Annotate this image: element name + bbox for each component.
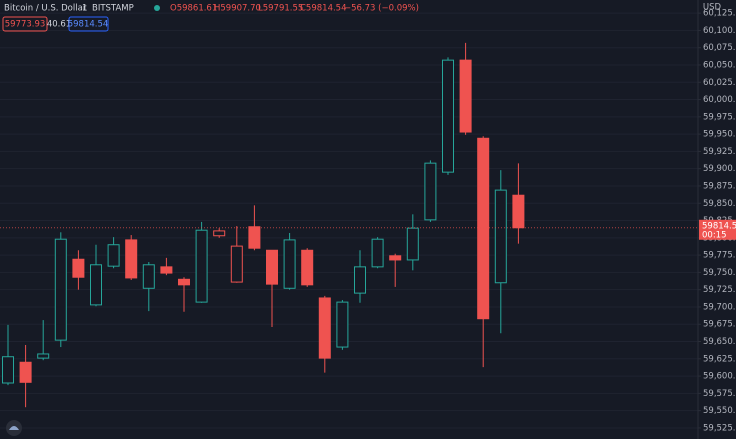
- candle-body: [160, 266, 173, 274]
- bid[interactable]: 59773.93: [5, 20, 46, 30]
- candle-body: [178, 278, 190, 286]
- y-tick-label: 59,675.00: [703, 320, 736, 330]
- candle-body: [477, 137, 490, 320]
- candle-body: [389, 255, 402, 261]
- candle-body: [301, 249, 314, 286]
- candle-body: [442, 59, 454, 173]
- candle-body: [283, 239, 296, 289]
- ask-box[interactable]: [68, 16, 109, 32]
- candle-body: [371, 238, 384, 268]
- y-tick-label: 59,875.00: [703, 181, 736, 191]
- ohlc-open: O59861.61: [170, 4, 217, 14]
- y-tick-label: 60,075.00: [703, 43, 736, 53]
- y-tick-label: 59,850.00: [703, 199, 736, 209]
- y-tick-label: 59,750.00: [703, 268, 736, 278]
- y-tick-label: 59,900.00: [703, 164, 736, 174]
- ohlc-low: L59791.55: [258, 4, 303, 14]
- y-tick-label: 60,000.00: [703, 95, 736, 105]
- ask[interactable]: 59814.54: [68, 20, 109, 30]
- interval: 1: [82, 4, 87, 14]
- candle-body: [248, 226, 261, 249]
- y-tick-label: 59,650.00: [703, 337, 736, 347]
- y-tick-label: 59,525.00: [703, 423, 736, 433]
- candle-body: [37, 353, 50, 359]
- y-tick-label: 60,025.00: [703, 78, 736, 88]
- candle-body: [318, 297, 331, 359]
- candle-body: [54, 238, 67, 341]
- y-tick-label: 60,100.00: [703, 26, 736, 36]
- currency: USD: [703, 3, 722, 13]
- y-tick-label: 59,725.00: [703, 285, 736, 295]
- change: −56.73 (−0.09%): [344, 4, 419, 14]
- symbol: Bitcoin / U.S. Dollar: [4, 4, 87, 14]
- candle-body: [90, 264, 102, 306]
- ohlc-high: H59907.70: [214, 4, 261, 14]
- countdown: 00:15: [702, 230, 727, 240]
- candle-body: [424, 162, 437, 221]
- candle-body: [406, 227, 419, 261]
- last-price: 59814.54: [702, 221, 736, 231]
- ohlc-close: C59814.54: [300, 4, 347, 14]
- candle-body: [142, 264, 155, 289]
- candle-body: [354, 266, 366, 294]
- exchange: BITSTAMP: [92, 4, 134, 14]
- spread: 40.61: [47, 20, 71, 30]
- status-dot: [154, 5, 160, 11]
- candle-body: [125, 239, 138, 279]
- candle-body: [494, 189, 507, 284]
- candle-body: [107, 244, 120, 267]
- candle-body: [266, 249, 278, 285]
- price-tag-box: [699, 219, 736, 240]
- candle-body: [72, 258, 85, 278]
- candle-body: [213, 230, 226, 237]
- candle-body: [336, 301, 349, 348]
- y-tick-label: 59,975.00: [703, 112, 736, 122]
- y-tick-label: 59,925.00: [703, 147, 736, 157]
- candle-body: [2, 356, 14, 384]
- bid-box[interactable]: [2, 16, 48, 32]
- y-tick-label: 59,575.00: [703, 389, 736, 399]
- candle-body: [195, 229, 208, 303]
- y-tick-label: 60,125.00: [703, 9, 736, 19]
- candle-body: [19, 361, 32, 383]
- candle-body: [230, 245, 243, 283]
- y-tick-label: 59,625.00: [703, 354, 736, 364]
- y-tick-label: 59,600.00: [703, 372, 736, 382]
- candle-body: [512, 194, 525, 229]
- candle-body: [459, 59, 472, 133]
- price-tag: 59814.5400:15: [699, 219, 736, 240]
- y-tick-label: 59,550.00: [703, 406, 736, 416]
- logo-icon: [9, 426, 19, 430]
- candles: [0, 42, 698, 408]
- y-tick-label: 59,775.00: [703, 251, 736, 261]
- y-tick-label: 59,950.00: [703, 130, 736, 140]
- y-tick-label: 60,050.00: [703, 60, 736, 70]
- y-tick-label: 59,700.00: [703, 302, 736, 312]
